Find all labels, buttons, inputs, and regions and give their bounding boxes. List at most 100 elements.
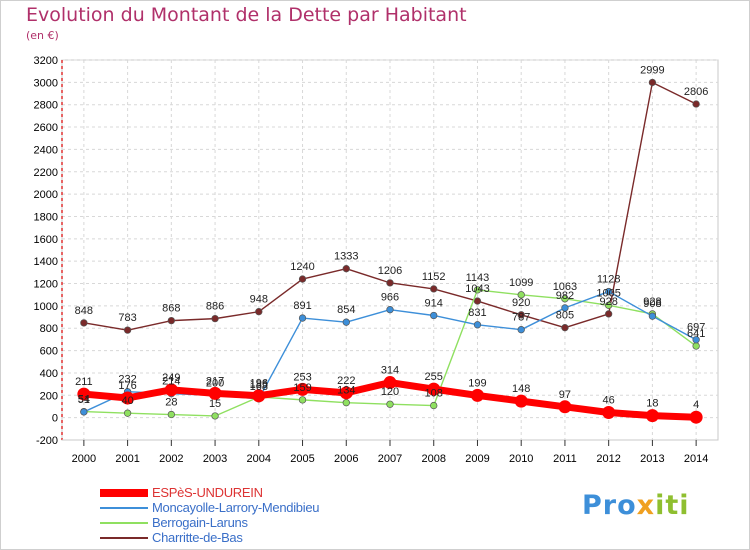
series-2-point [605,301,613,309]
y-tick-label: 400 [40,368,58,380]
x-tick-label: 2002 [159,453,183,465]
series-3-point [648,78,657,87]
series-0-point [470,388,484,402]
y-tick-label: 1400 [34,256,58,268]
series-3-point [342,265,350,273]
legend: ESPèS-UNDUREIN Moncayolle-Larrory-Mendibi… [100,485,500,545]
data-label-s0: 18 [646,398,658,410]
series-3-point [517,311,525,319]
series-3-point [255,308,263,316]
y-tick-label: 1600 [34,234,58,246]
x-tick-label: 2004 [247,453,271,465]
series-3-point [692,100,700,108]
x-tick-label: 2007 [378,453,402,465]
legend-item: Charritte-de-Bas [100,530,500,545]
series-3-point [167,316,175,325]
x-tick-label: 2009 [465,453,489,465]
x-tick-label: 2013 [640,453,664,465]
series-2-point [342,399,350,407]
data-label-s1: 51 [78,394,90,406]
x-tick-label: 2000 [72,453,96,465]
data-label-s0: 97 [559,389,571,401]
data-label-s0: 249 [162,372,180,384]
data-label-s1: 200 [206,377,224,389]
series-2-point [298,396,307,404]
data-label-s2: 1099 [509,277,533,289]
series-3-point [430,285,438,293]
series-1-point [692,336,700,344]
axes: -200 0 200 400 600 800 1000 1200 1400 1600 1800 200… [34,55,718,465]
series-2-point [211,412,219,420]
series-1-point [561,304,569,312]
data-label-s0: 222 [337,375,355,387]
data-label-s0: 255 [425,371,443,383]
series-1-point [298,314,307,322]
series-0-point [645,409,659,423]
y-tick-label: 1000 [34,301,58,313]
series-2-point [473,286,482,294]
data-label-s3: 886 [206,301,224,313]
series-0-point [296,382,310,396]
series-3-point [561,324,569,332]
series-0-point [252,389,266,403]
data-label-s1: 232 [118,374,136,386]
x-tick-label: 2003 [203,453,227,465]
series-0-point [689,410,703,424]
legend-label: Berrogain-Laruns [152,515,248,530]
series-2-point [517,291,525,299]
data-label-s2: 185 [250,379,268,391]
legend-label: ESPèS-UNDUREIN [152,485,263,500]
legend-item: ESPèS-UNDUREIN [100,485,500,500]
logo-part-1: Pro [582,490,637,521]
data-label-s1: 168 [250,381,268,393]
data-label-s0: 199 [468,377,486,389]
series-2-point [167,410,175,419]
data-label-s2: 40 [121,395,133,407]
data-label-s3: 948 [250,294,268,306]
legend-swatch [100,489,148,497]
data-label-s1: 214 [162,376,180,388]
y-tick-label: 800 [40,323,58,335]
chart-unit: (en €) [26,29,59,42]
series-1-point [648,312,657,320]
series-3-point [298,275,307,283]
series-0-point [383,376,397,390]
data-label-s2: 641 [687,328,705,340]
data-label-s1: 831 [468,307,486,319]
data-label-s2: 28 [165,397,177,409]
x-tick-label: 2008 [421,453,445,465]
data-label-s2: 108 [425,388,443,400]
data-label-s3: 805 [556,310,574,322]
series-2-point [386,400,394,408]
series-2-point [430,401,438,410]
y-tick-label: 2200 [34,167,58,179]
legend-item: Moncayolle-Larrory-Mendibieu [100,500,500,515]
data-label-s1: 787 [512,312,530,324]
data-label-s2: 928 [643,296,661,308]
y-tick-label: -200 [36,435,58,447]
data-label-s3: 868 [162,303,180,315]
data-label-s2: 1063 [553,281,577,293]
x-tick-label: 2011 [553,453,577,465]
data-label-s2: 54 [78,394,90,406]
legend-swatch [100,537,148,539]
y-tick-label: 2000 [34,189,58,201]
data-label-s0: 253 [293,371,311,383]
data-label-s0: 148 [512,383,530,395]
series-0-point [339,386,353,400]
legend-swatch [100,507,148,509]
logo-part-3: iti [655,490,690,521]
data-label-s3: 1240 [290,261,314,273]
data-label-s1: 891 [293,300,311,312]
series-0-point [427,382,441,396]
data-label-s3: 1333 [334,251,358,263]
y-tick-label: 2400 [34,144,58,156]
data-label-s3: 920 [512,297,530,309]
x-tick-label: 2012 [596,453,620,465]
series-3-point [605,310,613,318]
data-label-s2: 1005 [596,287,620,299]
y-tick-label: 3000 [34,77,58,89]
data-label-s3: 1152 [422,271,446,283]
x-tick-label: 2014 [684,453,708,465]
